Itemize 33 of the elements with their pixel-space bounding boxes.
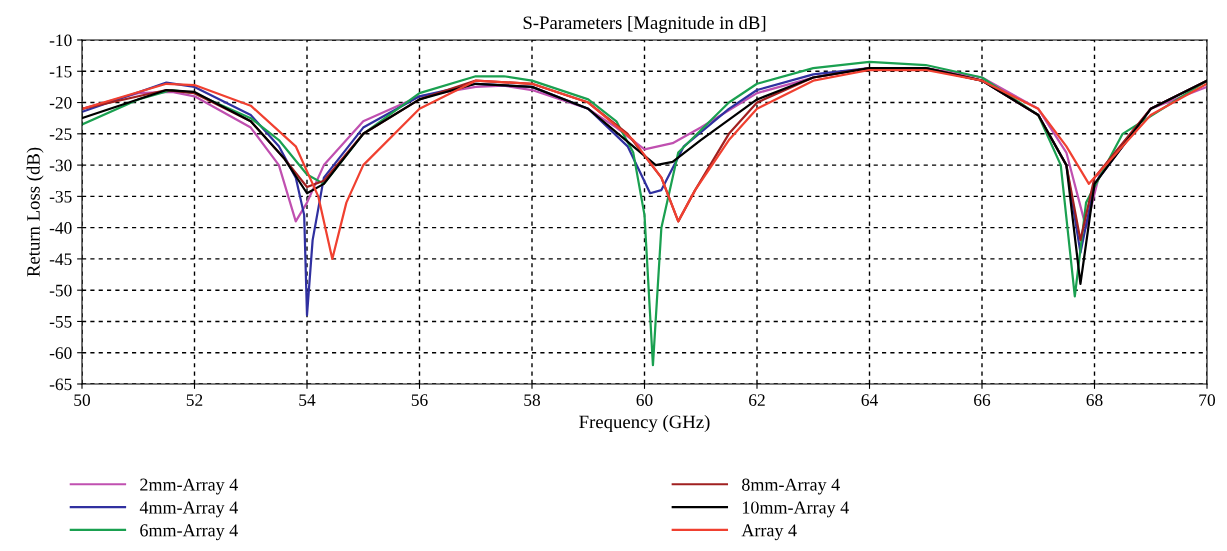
y-tick-label: -50 <box>49 284 72 297</box>
y-tick-label: -20 <box>49 97 72 109</box>
x-tick-label: 50 <box>74 394 91 406</box>
y-tick-label: -65 <box>49 378 72 391</box>
line-series <box>82 60 1207 367</box>
legend-label: 2mm-Array 4 <box>140 478 238 495</box>
legend-label: Array 4 <box>741 524 797 541</box>
legend-label: 8mm-Array 4 <box>742 478 840 495</box>
y-axis-title: Return Loss (dB) <box>26 147 44 277</box>
x-tick-label: 62 <box>749 394 765 406</box>
y-tick-label: -40 <box>49 222 72 234</box>
x-tick-label: 66 <box>974 394 991 406</box>
x-axis-title: Frequency (GHz) <box>579 415 710 433</box>
x-tick-label: 52 <box>186 394 203 406</box>
x-tick-label: 60 <box>636 394 653 406</box>
x-tick-label: 56 <box>411 394 428 406</box>
x-tick-label: 54 <box>299 394 316 406</box>
legend-label: 6mm-Array 4 <box>140 524 238 541</box>
y-tick-label: -25 <box>49 128 72 141</box>
x-tick-label: 70 <box>1199 394 1216 406</box>
x-tick-label: 64 <box>861 394 878 406</box>
chart-title: S-Parameters [Magnitude in dB] <box>523 15 766 33</box>
y-tick-label: -10 <box>49 34 72 47</box>
x-tick-label: 68 <box>1086 394 1103 406</box>
x-tick-label: 58 <box>524 394 541 406</box>
y-tick-label: -35 <box>49 190 72 203</box>
y-tick-label: -15 <box>49 65 72 78</box>
y-tick-label: -45 <box>49 253 72 266</box>
y-tick-label: -60 <box>49 347 72 359</box>
legend-label: 10mm-Array 4 <box>742 501 849 518</box>
y-tick-label: -55 <box>49 316 72 328</box>
y-tick-label: -30 <box>49 159 72 172</box>
legend-label: 4mm-Array 4 <box>139 501 238 518</box>
